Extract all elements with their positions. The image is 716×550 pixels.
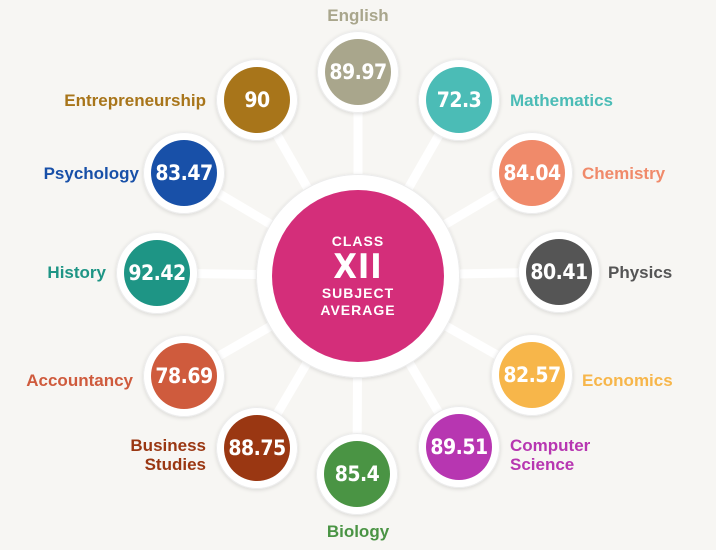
label-english: English [327, 6, 388, 25]
center-disc: CLASS XII SUBJECT AVERAGE [272, 190, 444, 362]
node-value-physics: 80.41 [530, 260, 588, 284]
label-biology: Biology [327, 522, 389, 541]
node-disc-history: 92.42 [124, 240, 190, 306]
node-physics: 80.41 [518, 231, 600, 313]
label-line: Physics [608, 262, 673, 282]
node-disc-economics: 82.57 [499, 342, 565, 408]
label-line: Business [130, 436, 206, 455]
node-value-economics: 82.57 [503, 363, 561, 387]
label-line: Science [510, 455, 575, 474]
label-entrepreneurship: Entrepreneurship [64, 91, 206, 110]
label-business-studies: Business Studies [130, 436, 206, 474]
node-disc-business-studies: 88.75 [224, 415, 290, 481]
label-mathematics: Mathematics [510, 91, 613, 110]
node-history: 92.42 [116, 232, 198, 314]
label-computer-science: Computer Science [510, 436, 590, 474]
label-line: Entrepreneurship [64, 90, 206, 110]
label-physics: Physics [608, 263, 672, 282]
node-biology: 85.4 [316, 433, 398, 515]
node-value-computer-science: 89.51 [430, 435, 488, 459]
label-economics: Economics [582, 371, 673, 390]
node-english: 89.97 [317, 31, 399, 113]
node-disc-entrepreneurship: 90 [224, 67, 290, 133]
node-value-history: 92.42 [128, 261, 186, 285]
node-entrepreneurship: 90 [216, 59, 298, 141]
node-value-chemistry: 84.04 [503, 161, 561, 185]
node-disc-physics: 80.41 [526, 239, 592, 305]
node-chemistry: 84.04 [491, 132, 573, 214]
center-title-subject: SUBJECT [321, 285, 395, 301]
node-value-mathematics: 72.3 [436, 88, 482, 112]
node-computer-science: 89.51 [418, 406, 500, 488]
center-title-average: AVERAGE [320, 302, 396, 318]
node-value-psychology: 83.47 [155, 161, 213, 185]
node-value-accountancy: 78.69 [155, 364, 213, 388]
label-line: Psychology [43, 163, 139, 183]
center-title-class: CLASS [331, 233, 385, 249]
label-line: Studies [144, 455, 206, 474]
node-psychology: 83.47 [143, 132, 225, 214]
label-accountancy: Accountancy [26, 371, 133, 390]
node-value-business-studies: 88.75 [228, 436, 286, 460]
node-value-english: 89.97 [329, 60, 387, 84]
node-economics: 82.57 [491, 334, 573, 416]
node-disc-english: 89.97 [325, 39, 391, 105]
node-value-biology: 85.4 [334, 462, 380, 486]
node-mathematics: 72.3 [418, 59, 500, 141]
label-chemistry: Chemistry [582, 164, 665, 183]
label-line: Biology [326, 521, 390, 541]
center-hub: CLASS XII SUBJECT AVERAGE [256, 174, 460, 378]
label-line: Computer [510, 436, 591, 455]
node-disc-psychology: 83.47 [151, 140, 217, 206]
node-disc-mathematics: 72.3 [426, 67, 492, 133]
node-accountancy: 78.69 [143, 335, 225, 417]
node-disc-computer-science: 89.51 [426, 414, 492, 480]
node-business-studies: 88.75 [216, 407, 298, 489]
label-line: History [47, 262, 106, 282]
node-disc-accountancy: 78.69 [151, 343, 217, 409]
node-value-entrepreneurship: 90 [244, 88, 270, 112]
label-line: English [327, 5, 389, 25]
label-line: Economics [582, 370, 673, 390]
label-line: Mathematics [510, 90, 613, 110]
label-line: Accountancy [26, 370, 133, 390]
node-disc-chemistry: 84.04 [499, 140, 565, 206]
label-psychology: Psychology [44, 164, 139, 183]
label-history: History [47, 263, 106, 282]
node-disc-biology: 85.4 [324, 441, 390, 507]
center-title-grade: XII [333, 247, 383, 287]
label-line: Chemistry [582, 163, 666, 183]
